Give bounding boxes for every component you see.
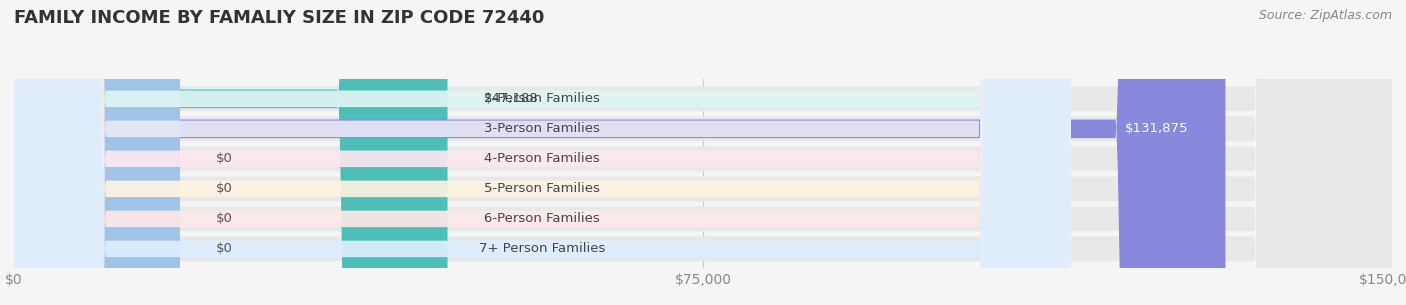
FancyBboxPatch shape [14, 0, 1226, 305]
FancyBboxPatch shape [14, 0, 1392, 305]
FancyBboxPatch shape [14, 0, 1070, 305]
Text: 3-Person Families: 3-Person Families [484, 122, 600, 135]
Text: $0: $0 [217, 182, 233, 196]
Text: $47,188: $47,188 [484, 92, 538, 105]
Text: FAMILY INCOME BY FAMALIY SIZE IN ZIP CODE 72440: FAMILY INCOME BY FAMALIY SIZE IN ZIP COD… [14, 9, 544, 27]
FancyBboxPatch shape [14, 0, 1392, 305]
Text: 7+ Person Families: 7+ Person Families [479, 242, 606, 255]
Text: $131,875: $131,875 [1125, 122, 1188, 135]
FancyBboxPatch shape [14, 0, 1392, 305]
FancyBboxPatch shape [14, 0, 1392, 305]
Text: 4-Person Families: 4-Person Families [485, 152, 600, 165]
Text: 6-Person Families: 6-Person Families [485, 212, 600, 225]
FancyBboxPatch shape [14, 0, 180, 305]
Text: $0: $0 [217, 212, 233, 225]
FancyBboxPatch shape [14, 0, 1070, 305]
Text: $0: $0 [217, 152, 233, 165]
FancyBboxPatch shape [14, 0, 180, 305]
FancyBboxPatch shape [14, 0, 1392, 305]
FancyBboxPatch shape [14, 0, 180, 305]
Text: 2-Person Families: 2-Person Families [484, 92, 600, 105]
FancyBboxPatch shape [14, 0, 1392, 305]
FancyBboxPatch shape [14, 0, 447, 305]
FancyBboxPatch shape [14, 0, 1070, 305]
FancyBboxPatch shape [14, 0, 1070, 305]
Text: $0: $0 [217, 242, 233, 255]
Text: Source: ZipAtlas.com: Source: ZipAtlas.com [1258, 9, 1392, 22]
Text: 5-Person Families: 5-Person Families [484, 182, 600, 196]
FancyBboxPatch shape [14, 0, 1070, 305]
FancyBboxPatch shape [14, 0, 180, 305]
FancyBboxPatch shape [14, 0, 1070, 305]
